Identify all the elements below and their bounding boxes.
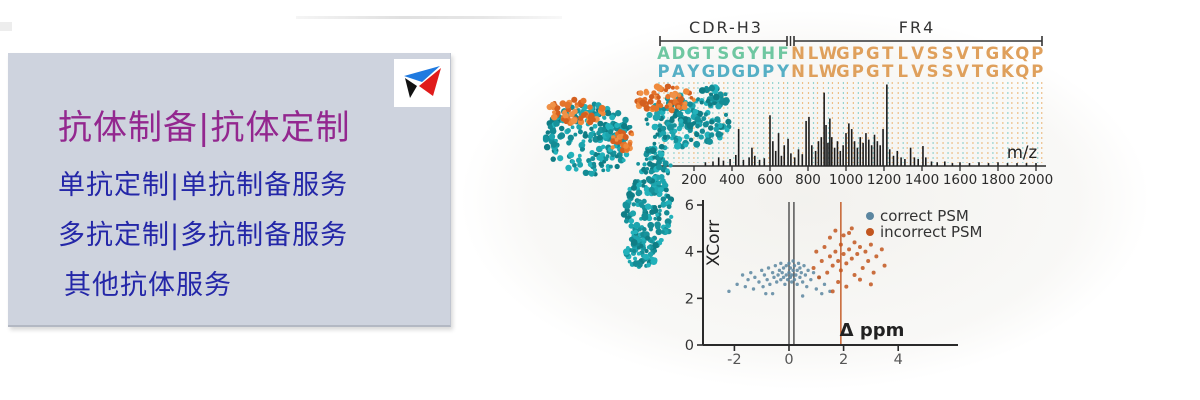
seq-residue-top: P — [1031, 44, 1043, 63]
mz-tick-label: 1000 — [829, 172, 863, 188]
services-panel: 抗体制备|抗体定制 单抗定制|单抗制备服务 多抗定制|多抗制备服务 其他抗体服务 — [8, 53, 451, 327]
seq-residue-bottom: L — [897, 62, 908, 81]
decorative-mark — [0, 22, 12, 31]
seq-residue-bottom: G — [866, 62, 880, 81]
psm-scatter-plot: 0 2 4 6 -2 0 2 4 XCorr Δ ppm correct PSMincorrect … — [685, 198, 983, 368]
sequence-alignment: CDR-H3 FR4APDAGYTGSDGGYDHPFYNNLLWWGGPPGGT… — [657, 18, 1043, 81]
seq-residue-top: Y — [746, 44, 760, 63]
figure-backdrop — [460, 10, 1150, 390]
seq-residue-bottom: V — [956, 62, 969, 81]
x-tick-label: 4 — [894, 352, 903, 368]
region-label: FR4 — [899, 18, 936, 37]
region-label: CDR-H3 — [689, 18, 763, 37]
seq-residue-top: G — [866, 44, 880, 63]
mz-axis-label: m/z — [1007, 143, 1037, 162]
seq-residue-bottom: P — [762, 62, 774, 81]
mz-tick-label: 800 — [795, 172, 821, 188]
mz-tick-label: 1200 — [867, 172, 901, 188]
seq-residue-bottom: P — [657, 62, 669, 81]
seq-residue-bottom: D — [746, 62, 760, 81]
mz-tick-label: 2000 — [1019, 172, 1053, 188]
seq-residue-top: S — [717, 44, 729, 63]
seq-residue-top: P — [852, 44, 864, 63]
panel-title: 抗体制备|抗体定制 — [58, 108, 351, 148]
mz-tick-label: 400 — [719, 172, 745, 188]
spectrum-peaks — [704, 84, 1037, 166]
seq-residue-top: G — [687, 44, 701, 63]
seq-residue-bottom: V — [911, 62, 924, 81]
y-axis-label: XCorr — [704, 220, 724, 266]
seq-residue-bottom: L — [808, 62, 819, 81]
seq-residue-bottom: W — [819, 62, 837, 81]
seq-residue-bottom: T — [972, 62, 984, 81]
seq-residue-bottom: A — [672, 62, 685, 81]
antibody-structure-illustration — [542, 83, 732, 269]
service-item-pab[interactable]: 多抗定制|多抗制备服务 — [58, 220, 349, 251]
seq-residue-bottom: S — [942, 62, 954, 81]
seq-residue-top: T — [972, 44, 984, 63]
seq-residue-bottom: K — [1001, 62, 1015, 81]
seq-residue-top: K — [1001, 44, 1015, 63]
seq-residue-top: G — [731, 44, 745, 63]
seq-residue-bottom: N — [791, 62, 805, 81]
seq-residue-top: F — [777, 44, 788, 63]
x-tick-label: 0 — [784, 352, 793, 368]
seq-residue-top: S — [942, 44, 954, 63]
mz-tick-label: 200 — [681, 172, 707, 188]
seq-residue-bottom: Q — [1015, 62, 1029, 81]
seq-residue-bottom: T — [882, 62, 894, 81]
seq-residue-bottom: Y — [776, 62, 790, 81]
seq-residue-bottom: D — [716, 62, 730, 81]
mz-tick-label: 600 — [757, 172, 783, 188]
seq-residue-top: H — [761, 44, 775, 63]
seq-residue-top: D — [672, 44, 686, 63]
seq-residue-bottom: G — [731, 62, 745, 81]
legend-label: correct PSM — [880, 207, 969, 225]
seq-residue-bottom: G — [986, 62, 1000, 81]
scatter-series-correct — [727, 259, 832, 298]
mz-tick-label: 1600 — [943, 172, 977, 188]
decorative-streak — [296, 16, 562, 19]
seq-residue-top: G — [836, 44, 850, 63]
y-tick-label: 6 — [685, 198, 694, 214]
y-tick-label: 4 — [685, 245, 694, 261]
y-tick-label: 2 — [685, 291, 694, 307]
mass-spectrum: 200 400 600 800 1000 1200 1400 1600 1800 2000 m/z — [656, 84, 1053, 188]
x-tick-label: -2 — [727, 352, 741, 368]
y-tick-label: 0 — [685, 338, 694, 354]
service-item-mab[interactable]: 单抗定制|单抗制备服务 — [58, 170, 349, 201]
seq-residue-bottom: G — [702, 62, 716, 81]
seq-residue-top: S — [927, 44, 939, 63]
seq-residue-bottom: G — [836, 62, 850, 81]
seq-residue-bottom: Y — [686, 62, 700, 81]
seq-residue-top: W — [819, 44, 837, 63]
triangle-logo-icon — [404, 66, 441, 98]
seq-residue-top: V — [911, 44, 924, 63]
seq-residue-bottom: P — [852, 62, 864, 81]
seq-residue-top: G — [986, 44, 1000, 63]
seq-residue-bottom: S — [927, 62, 939, 81]
x-axis-label: Δ ppm — [840, 320, 905, 341]
seq-residue-top: T — [703, 44, 715, 63]
seq-residue-top: N — [791, 44, 805, 63]
seq-residue-top: V — [956, 44, 969, 63]
seq-residue-top: A — [657, 44, 670, 63]
x-tick-label: 2 — [839, 352, 848, 368]
mz-tick-label: 1800 — [981, 172, 1015, 188]
seq-residue-top: L — [897, 44, 908, 63]
seq-residue-top: Q — [1015, 44, 1029, 63]
mz-tick-label: 1400 — [905, 172, 939, 188]
legend-label: incorrect PSM — [880, 223, 982, 241]
company-logo — [394, 59, 450, 107]
seq-residue-top: L — [808, 44, 819, 63]
seq-residue-bottom: P — [1031, 62, 1043, 81]
seq-residue-top: T — [882, 44, 894, 63]
service-item-other[interactable]: 其他抗体服务 — [64, 270, 232, 301]
scatter-series-incorrect — [811, 226, 887, 294]
